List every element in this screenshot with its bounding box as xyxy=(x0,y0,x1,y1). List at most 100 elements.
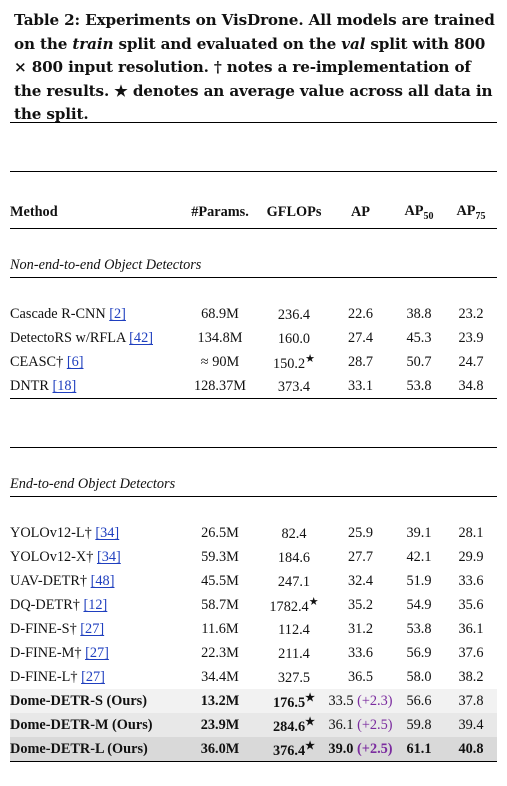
citation-link[interactable]: [12] xyxy=(83,596,108,613)
table-row: UAV-DETR† [48] 45.5M 247.1 32.4 51.9 33.6 xyxy=(10,569,497,593)
gflops-cell: 176.5★ xyxy=(260,689,328,713)
ap-gain: (+2.5) xyxy=(357,716,393,733)
method-name: Dome-DETR-S xyxy=(10,692,107,709)
ap50-cell: 45.3 xyxy=(406,329,432,346)
method-cell: Dome-DETR-S (Ours) xyxy=(10,689,180,713)
ap75-cell: 36.1 xyxy=(458,620,484,637)
ap50-cell: 58.0 xyxy=(406,668,432,685)
ours-tag: (Ours) xyxy=(106,692,148,709)
ap75-cell: 40.8 xyxy=(445,737,497,762)
ap75-cell: 23.2 xyxy=(458,305,484,322)
star-mark: ★ xyxy=(305,739,316,752)
ap-value: 33.1 xyxy=(347,377,374,394)
method-cell: Dome-DETR-L (Ours) xyxy=(10,737,180,762)
gflops-cell: 82.4 xyxy=(260,521,328,545)
method-name: Dome-DETR-M xyxy=(10,716,113,733)
method-name: D-FINE-M† xyxy=(10,644,86,661)
ap-cell: 22.6 xyxy=(328,302,393,326)
ap-cell: 27.4 xyxy=(328,326,393,350)
gflops-cell: 376.4★ xyxy=(260,737,328,762)
table-row: YOLOv12-X† [34] 59.3M 184.6 27.7 42.1 29.9 xyxy=(10,545,497,569)
citation-link[interactable]: [42] xyxy=(129,329,153,346)
ap-value: 27.4 xyxy=(347,329,374,346)
caption-label: Table 2: xyxy=(14,11,81,29)
header-ap75: AP75 xyxy=(456,202,486,222)
ap-value: 28.7 xyxy=(347,353,374,370)
ap-value: 36.5 xyxy=(347,668,374,685)
method-cell: YOLOv12-X† [34] xyxy=(10,545,180,569)
citation-link[interactable]: [18] xyxy=(52,377,77,394)
citation-link[interactable]: [2] xyxy=(109,305,126,322)
citation-link[interactable]: [27] xyxy=(80,620,105,637)
header-gflops: GFLOPs xyxy=(266,203,322,220)
ap-value: 32.4 xyxy=(347,572,374,589)
citation-link[interactable]: [34] xyxy=(96,548,121,565)
method-cell: D-FINE-L† [27] xyxy=(10,665,180,689)
ap75-cell: 24.7 xyxy=(458,353,484,370)
method-name: Dome-DETR-L xyxy=(10,740,108,757)
method-cell: D-FINE-M† [27] xyxy=(10,641,180,665)
ap75-cell: 34.8 xyxy=(458,377,484,394)
method-name: DetectoRS w/RFLA xyxy=(10,329,130,346)
ap75-cell: 28.1 xyxy=(458,524,484,541)
params-cell: 11.6M xyxy=(201,620,239,637)
ap-cell: 32.4 xyxy=(328,569,393,593)
gflops-value: 150.2 xyxy=(272,355,306,372)
citation-link[interactable]: [48] xyxy=(90,572,115,589)
method-name: DNTR xyxy=(10,377,53,394)
method-cell: Dome-DETR-M (Ours) xyxy=(10,713,180,737)
method-cell: CEASC† [6] xyxy=(10,350,180,374)
ap50-cell: 53.8 xyxy=(406,620,432,637)
ap-cell: 33.1 xyxy=(328,374,393,399)
gflops-value: 236.4 xyxy=(277,306,311,323)
ap-cell: 31.2 xyxy=(328,617,393,641)
table-caption: Table 2: Experiments on VisDrone. All mo… xyxy=(14,9,496,127)
method-name: D-FINE-S† xyxy=(10,620,81,637)
table-row: Dome-DETR-S (Ours) 13.2M 176.5★ 33.5 (+2.3)… xyxy=(10,689,497,713)
params-cell: 22.3M xyxy=(201,644,239,661)
ap75-cell: 38.2 xyxy=(458,668,484,685)
citation-link[interactable]: [27] xyxy=(85,644,109,661)
params-cell: 45.5M xyxy=(201,572,239,589)
section-e2e: End-to-end Object Detectors xyxy=(10,475,176,492)
header-ap50: AP50 xyxy=(404,202,434,222)
ap75-cell: 35.6 xyxy=(458,596,484,613)
table-row: Cascade R-CNN [2] 68.9M 236.4 22.6 38.8 23.2 xyxy=(10,302,497,326)
gflops-cell: 184.6 xyxy=(260,545,328,569)
ap-value: 36.1 xyxy=(328,716,354,733)
gflops-cell: 211.4 xyxy=(260,641,328,665)
e2e-rows: YOLOv12-L† [34] 26.5M 82.4 25.9 39.1 28.1 YOLO… xyxy=(10,521,497,762)
ap-value: 33.5 xyxy=(328,692,354,709)
method-name: CEASC† xyxy=(10,353,67,370)
params-cell: 59.3M xyxy=(201,548,239,565)
gflops-value: 211.4 xyxy=(278,645,310,662)
gflops-value: 112.4 xyxy=(278,621,310,638)
gflops-cell: 1782.4★ xyxy=(260,593,328,617)
gflops-cell: 112.4 xyxy=(260,617,328,641)
ap-cell: 36.1 (+2.5) xyxy=(328,713,393,737)
gflops-cell: 373.4 xyxy=(260,374,328,399)
gflops-value: 176.5 xyxy=(272,694,306,711)
ap-value: 33.6 xyxy=(347,644,374,661)
citation-link[interactable]: [34] xyxy=(95,524,120,541)
citation-link[interactable]: [6] xyxy=(66,353,84,370)
caption-val: val xyxy=(341,34,366,53)
ap50-cell: 39.1 xyxy=(406,524,432,541)
ap50-cell: 54.9 xyxy=(406,596,432,613)
ap-value: 25.9 xyxy=(347,524,374,541)
ap75-cell: 23.9 xyxy=(458,329,484,346)
method-name: Cascade R-CNN xyxy=(10,305,110,322)
results-table: Method #Params. GFLOPs AP AP50 AP75 Non-… xyxy=(10,122,497,786)
caption-text-c: split with 800 × 800 input resolution. †… xyxy=(14,34,493,124)
ap-cell: 27.7 xyxy=(328,545,393,569)
ours-tag: (Ours) xyxy=(107,740,148,757)
gflops-value: 184.6 xyxy=(277,549,311,566)
params-cell: 13.2M xyxy=(180,689,260,713)
gflops-value: 247.1 xyxy=(277,573,311,590)
citation-link[interactable]: [27] xyxy=(81,668,105,685)
ap75-cell: 37.8 xyxy=(445,689,497,713)
ap75-cell: 39.4 xyxy=(445,713,497,737)
ap50-cell: 51.9 xyxy=(406,572,432,589)
table-row: DQ-DETR† [12] 58.7M 1782.4★ 35.2 54.9 35.6 xyxy=(10,593,497,617)
method-cell: DQ-DETR† [12] xyxy=(10,593,180,617)
